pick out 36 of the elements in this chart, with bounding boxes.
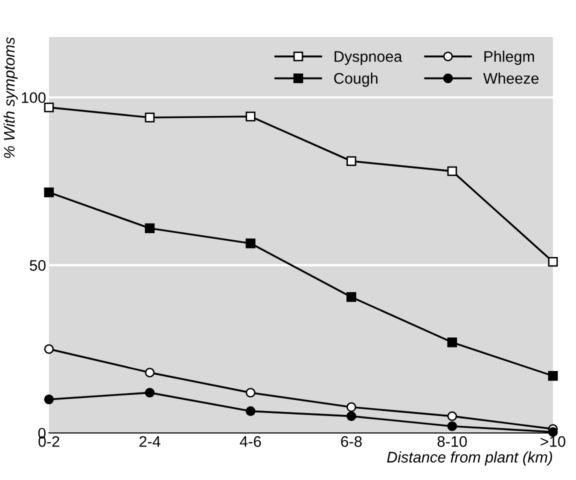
x-tick-label: 2-4 <box>139 436 160 447</box>
x-tick-label: 6-8 <box>341 436 362 447</box>
point <box>548 256 558 267</box>
legend-label: Wheeze <box>483 72 539 84</box>
point <box>246 238 256 248</box>
point <box>44 394 54 404</box>
x-tick-label: 8-10 <box>438 436 467 447</box>
point <box>44 187 54 198</box>
y-axis-title: % With symptoms <box>3 37 18 158</box>
point <box>447 421 458 432</box>
x-axis-title: Distance from plant (km) <box>387 451 552 466</box>
point <box>246 388 256 398</box>
point <box>346 411 356 422</box>
legend-label: Dyspnoea <box>334 51 402 65</box>
x-tick-label: >10 <box>540 436 566 447</box>
point <box>548 371 558 381</box>
point <box>447 166 458 176</box>
point <box>346 402 356 412</box>
x-tick-label: 4-6 <box>240 436 261 447</box>
point <box>447 337 458 348</box>
y-tick-label: 100 <box>22 92 46 104</box>
point <box>144 223 155 234</box>
point <box>44 102 54 112</box>
point <box>144 112 155 122</box>
point <box>346 156 356 166</box>
point <box>346 292 356 302</box>
point <box>548 427 558 437</box>
legend-label: Phlegm <box>484 50 534 65</box>
point <box>246 112 256 122</box>
point <box>246 406 256 416</box>
legend-label: Cough <box>334 72 378 87</box>
point <box>44 344 54 354</box>
point <box>447 411 458 422</box>
point <box>144 368 155 378</box>
y-tick-label: 50 <box>30 260 46 271</box>
point <box>144 388 155 398</box>
